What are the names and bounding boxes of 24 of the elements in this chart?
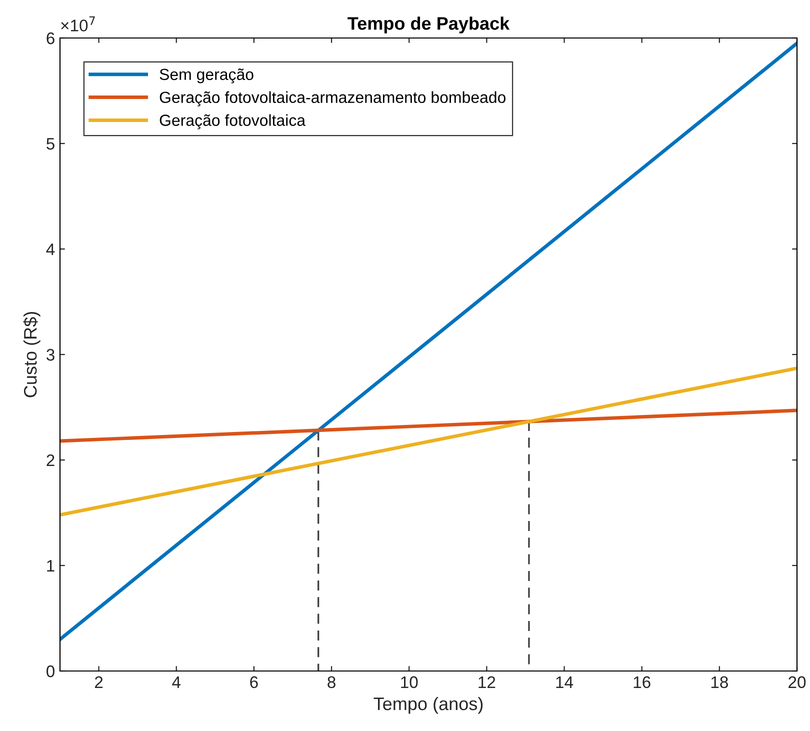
x-axis-title: Tempo (anos) (374, 696, 483, 714)
x-tick-label: 6 (250, 676, 258, 688)
x-tick-label: 8 (328, 676, 336, 688)
x-tick-label: 2 (94, 676, 103, 688)
x-tick-label: 12 (478, 676, 496, 688)
legend-label: Geração fotovoltaica-armazenamento bombeado (160, 91, 506, 106)
x-tick-label: 10 (401, 676, 418, 688)
x-tick-label: 18 (711, 676, 728, 688)
text: ×10$^{7}$ (61, 16, 95, 32)
chart-title: Tempo de Payback (348, 16, 510, 34)
legend-label: Sem geração (160, 68, 254, 84)
y-tick-label: 4 (46, 244, 55, 256)
y-tick-label: 2 (46, 454, 54, 466)
y-tick-label: 0 (46, 665, 54, 678)
x-tick-label: 14 (556, 676, 574, 688)
x-tick-label: 20 (788, 676, 806, 688)
y-tick-label: 3 (46, 348, 54, 361)
legend-label: Geração fotovoltaica (160, 114, 306, 130)
x-tick-label: 16 (634, 676, 650, 688)
y-axis-title: Custo (R$) (23, 312, 40, 398)
y-tick-label: 1 (47, 560, 54, 572)
y-tick-label: 6 (46, 32, 54, 44)
x-tick-label: 4 (172, 676, 181, 688)
y-tick-label: 5 (46, 138, 54, 150)
